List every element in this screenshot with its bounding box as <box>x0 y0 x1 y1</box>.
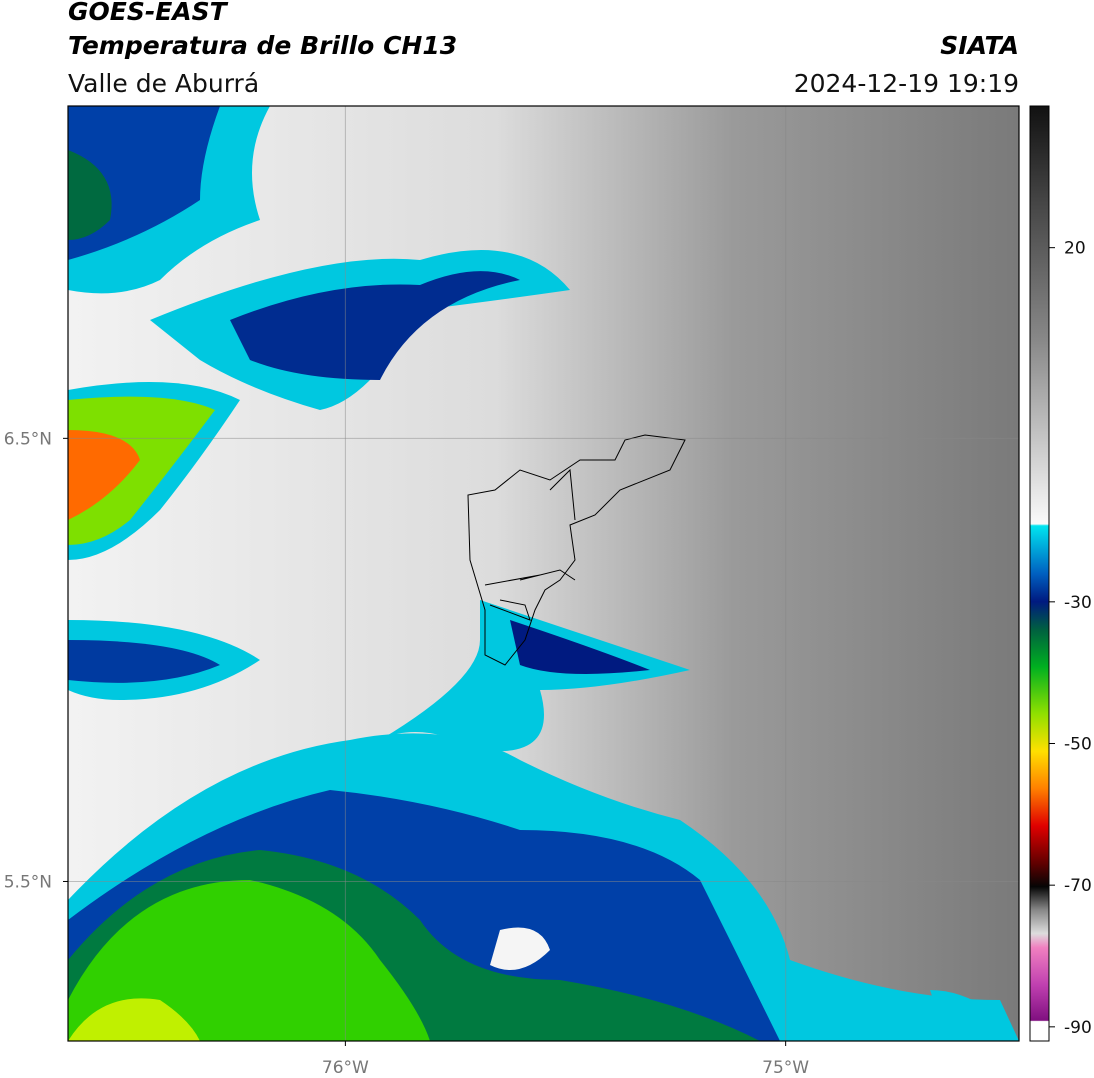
x-tick-label: 75°W <box>762 1058 809 1078</box>
colorbar-tick-label: -70 <box>1064 876 1092 896</box>
colorbar-tick-label: -30 <box>1064 593 1092 613</box>
map-frame <box>67 105 1020 1042</box>
timestamp: 2024-12-19 19:19 <box>794 69 1019 98</box>
title: GOES-EAST <box>68 0 229 26</box>
source: SIATA <box>940 31 1019 60</box>
graticule <box>63 106 1019 1046</box>
colorbar <box>1029 105 1050 1042</box>
subtitle: Temperatura de Brillo CH13 <box>68 31 457 60</box>
y-tick-label: 6.5°N <box>4 429 52 449</box>
colorbar-tick-label: -90 <box>1064 1018 1092 1038</box>
region: Valle de Aburrá <box>68 69 259 98</box>
x-tick-label: 76°W <box>322 1058 369 1078</box>
colorbar-tick-label: -50 <box>1064 735 1092 755</box>
colorbar-tick-label: 20 <box>1064 239 1086 259</box>
satellite-image <box>68 106 1019 1041</box>
y-tick-label: 5.5°N <box>4 872 52 892</box>
